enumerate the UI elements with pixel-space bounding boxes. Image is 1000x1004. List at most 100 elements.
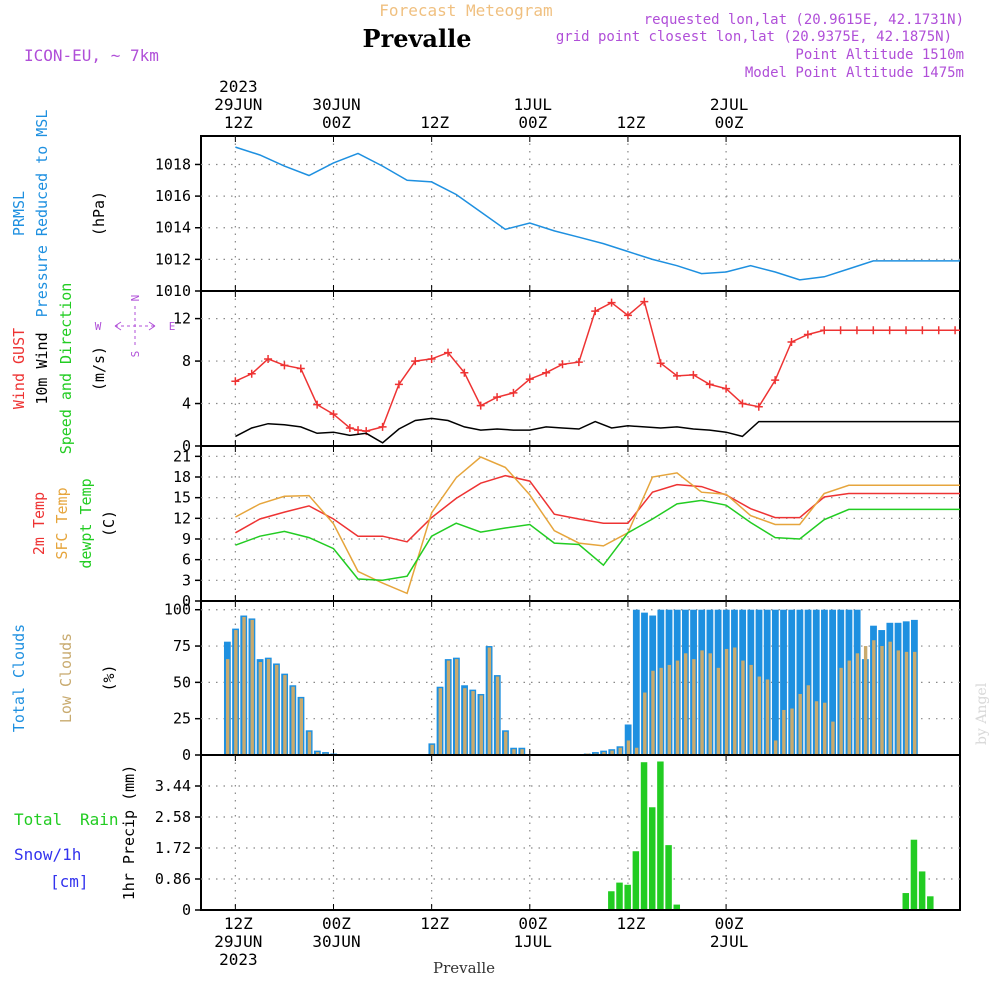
y-tick-label: 100: [164, 601, 191, 619]
panel-label: Low Clouds: [57, 633, 75, 723]
panel-label: (%): [100, 664, 118, 691]
model-altitude: Model Point Altitude 1475m: [745, 65, 964, 81]
panel-frame: [200, 754, 961, 911]
low-cloud-bar: [610, 750, 614, 754]
y-tick-label: 0: [182, 746, 191, 764]
y-tick-label: 6: [182, 551, 191, 569]
y-tick-label: 1.72: [155, 839, 191, 857]
gust-marker: [869, 326, 878, 335]
gust-marker: [476, 401, 485, 410]
gust-marker: [967, 326, 975, 334]
low-cloud-bar: [225, 659, 230, 754]
low-cloud-bar: [495, 676, 500, 754]
low-cloud-bar: [675, 660, 680, 754]
series-group: [235, 456, 960, 595]
gust-marker: [591, 307, 600, 316]
low-cloud-bar: [446, 660, 451, 754]
low-cloud-bar: [291, 686, 295, 754]
gust-marker: [885, 326, 894, 335]
low-cloud-bar: [258, 662, 263, 754]
compass-s: S: [129, 351, 142, 358]
panel-frame: [200, 290, 961, 447]
top-time-label: 29JUN: [214, 95, 262, 114]
gust-marker: [689, 370, 698, 379]
panel-pressure: 1010 1012 1014 1016 1018 PRMSL Pressure Reduce…: [10, 110, 961, 317]
low-cloud-bar: [814, 701, 819, 754]
panel-label: SFC Temp: [53, 487, 71, 559]
total-cloud-bar: [788, 609, 796, 754]
low-cloud-bar: [782, 709, 786, 754]
gust-marker: [231, 377, 240, 386]
panel-label: 2m Temp: [30, 492, 48, 555]
rain-bar: [648, 807, 656, 909]
gust-marker: [656, 359, 665, 368]
gust-marker: [673, 371, 682, 380]
low-cloud-bar: [855, 653, 860, 754]
low-cloud-bar: [912, 651, 917, 754]
low-cloud-bar: [831, 721, 835, 754]
low-cloud-bar: [643, 692, 647, 754]
y-tick-label: 18: [173, 468, 191, 486]
y-tick-label: 0.86: [155, 870, 191, 888]
low-cloud-bar: [896, 650, 901, 754]
total-cloud-bar: [771, 609, 779, 754]
gust-marker: [411, 357, 420, 366]
gust-marker: [902, 326, 911, 335]
low-cloud-bar: [487, 647, 492, 754]
top-time-label: 00Z: [518, 113, 547, 132]
compass-arrowheads: [114, 321, 156, 331]
low-cloud-bar: [773, 740, 778, 754]
panel-frame: [200, 445, 961, 602]
rain-bar: [624, 884, 631, 909]
y-tick-label: 4: [182, 395, 191, 413]
total-cloud-bar: [641, 612, 648, 754]
top-time-label: 12Z: [616, 113, 645, 132]
low-cloud-bar: [700, 650, 704, 754]
low-cloud-bar: [839, 667, 843, 754]
gust-marker: [542, 368, 551, 377]
low-cloud-bar: [634, 747, 639, 754]
y-tick-label: 50: [173, 673, 191, 691]
top-time-label: 2023: [219, 77, 258, 96]
gust-marker: [313, 400, 322, 409]
gust-marker: [509, 388, 518, 397]
gust-marker: [738, 399, 747, 408]
total-cloud-bar: [829, 609, 837, 754]
gust-marker: [378, 422, 387, 431]
low-cloud-bar: [749, 664, 753, 754]
low-cloud-bar: [283, 675, 287, 754]
y-tick-label: 3.44: [155, 777, 191, 795]
total-cloud-bar: [632, 609, 640, 754]
low-cloud-bar: [250, 619, 254, 754]
gust-marker: [918, 326, 927, 335]
low-cloud-bar: [307, 731, 312, 754]
gust-marker: [354, 426, 363, 435]
low-cloud-bar: [708, 653, 712, 754]
rain-bar: [616, 882, 623, 909]
low-cloud-bar: [471, 691, 475, 754]
gust-marker: [820, 326, 829, 335]
gust-marker: [345, 423, 354, 432]
top-time-label: 12Z: [420, 113, 449, 132]
low-cloud-bar: [716, 667, 721, 754]
low-cloud-bar: [594, 753, 598, 754]
y-tick-label: 12: [173, 509, 191, 527]
low-cloud-bar: [504, 731, 508, 754]
compass-e: E: [169, 320, 176, 333]
top-time-label: 2JUL: [710, 95, 749, 114]
top-time-label: 1JUL: [514, 95, 553, 114]
bottom-time-label: 2JUL: [710, 932, 749, 951]
gust-marker: [329, 410, 338, 419]
compass-n: N: [129, 295, 142, 302]
low-cloud-bar: [324, 753, 328, 754]
low-cloud-bar: [602, 752, 606, 754]
panel-precip: 0 0.86 1.72 2.58 3.44 Total Rain Snow/1h [cm] 1hr…: [14, 754, 961, 919]
series-line: [235, 300, 960, 432]
gust-marker: [280, 361, 289, 370]
total-cloud-bar: [821, 609, 828, 754]
requested-coords: requested lon,lat (20.9615E, 42.1731N): [644, 12, 964, 28]
y-tick-label: 2.58: [155, 808, 191, 826]
panel-temperature: 0 3 6 9 12 15 18 21 2m Temp SFC Temp dewpt Temp (C): [30, 445, 961, 610]
low-cloud-bar: [479, 695, 483, 754]
